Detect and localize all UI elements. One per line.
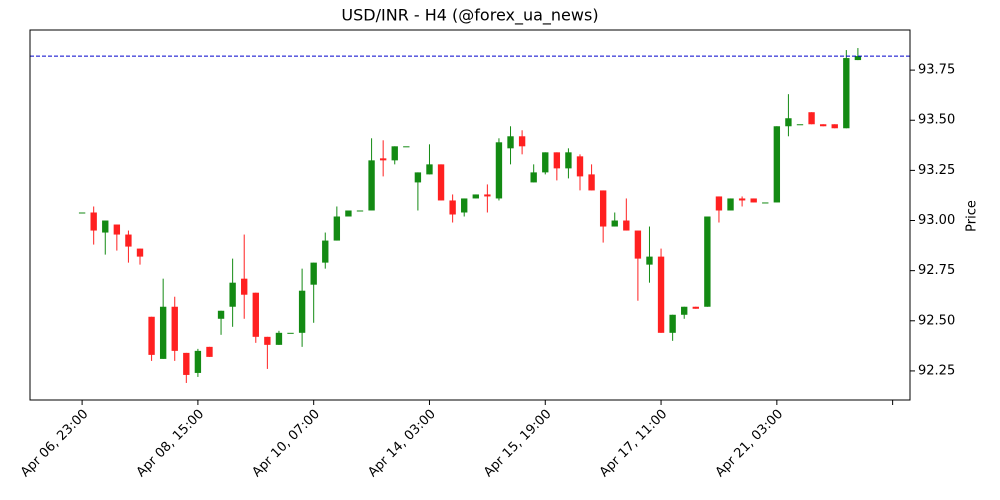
x-tick-label: Apr 15, 19:00 [481,407,554,480]
candle-body [495,142,503,199]
x-tick-label: Apr 08, 15:00 [134,407,207,480]
candle-body [727,198,734,211]
candle-body [704,216,711,307]
candle-body [368,160,375,211]
candle-body [518,136,526,147]
candle-body [461,198,468,213]
candle-body [785,118,792,127]
x-tick-label: Apr 21, 03:00 [713,407,786,480]
candle-body [426,164,433,175]
candle-body [102,220,109,233]
y-tick-label: 92.50 [918,313,955,328]
candle-body [113,224,121,235]
candle-body [796,124,804,126]
candle-body [379,158,387,161]
candle-body [808,112,815,125]
candle-body [159,306,167,359]
candle-body [553,152,561,169]
candle-body [217,310,225,319]
candle-body [715,196,723,211]
y-tick-label: 92.75 [918,263,955,278]
candle-body [646,256,653,265]
candle-body [681,306,688,315]
candle-body [507,136,514,149]
y-axis-label: Price [965,200,980,232]
candle-body [229,282,236,307]
candle-body [773,126,781,203]
candle-body [414,172,422,183]
chart-title: USD/INR - H4 (@forex_ua_news) [341,6,598,26]
candle-body [78,212,86,214]
candle-body [599,190,607,227]
y-tick-label: 93.50 [918,113,955,128]
candle-body [762,202,769,204]
candle-body [287,332,294,334]
candle-body [484,194,491,197]
plot-frame [29,29,911,401]
candle-body [356,210,364,212]
candle-body [854,56,862,61]
candle-body [310,262,317,285]
candle-body [345,210,352,217]
candle-body [90,212,97,231]
candle-body [692,306,699,309]
candle-body [136,248,144,257]
candle-body [576,156,584,177]
candle-body [403,146,410,148]
x-tick-label: Apr 10, 07:00 [250,407,323,480]
candle-body [588,174,595,191]
x-tick-label: Apr 06, 23:00 [18,407,91,480]
candle-body [738,198,746,201]
candle-body [391,146,398,161]
y-tick-label: 93.25 [918,163,955,178]
candle-body [819,124,827,127]
candle-body [322,240,329,263]
candle-body [241,278,248,295]
x-tick-label: Apr 17, 11:00 [597,407,670,480]
candle-body [623,220,630,231]
candle-body [194,350,202,373]
candle-body [472,194,479,199]
candle-body [565,152,572,169]
y-tick-label: 93.75 [918,63,955,78]
candle-body [275,332,283,345]
candle-body [831,124,838,129]
candle-body [206,346,213,357]
candle-body [437,164,445,201]
candle-body [669,314,676,333]
candle-body [634,230,642,259]
x-tick-label: Apr 14, 03:00 [365,407,438,480]
candle-body [148,316,155,355]
candle-body [657,256,665,333]
candle-body [264,336,271,345]
candle-body [843,58,850,129]
candle-body [542,152,549,173]
candle-body [449,200,456,215]
candle-body [171,306,178,351]
candle-body [125,234,132,247]
y-tick-label: 93.00 [918,213,955,228]
candle-body [298,290,306,333]
candle-body [333,216,341,241]
candle-body [252,292,259,337]
candle-body [750,198,757,203]
y-tick-label: 92.25 [918,363,955,378]
candle-body [183,352,190,375]
candle-body [530,172,537,183]
candle-body [611,220,618,227]
